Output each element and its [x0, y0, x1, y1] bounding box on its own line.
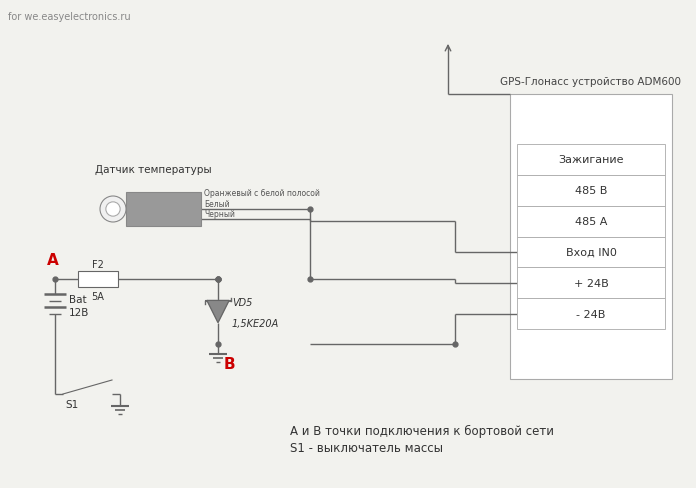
Text: A и B точки подключения к бортовой сети: A и B точки подключения к бортовой сети — [290, 424, 554, 437]
Text: 485 А: 485 А — [575, 217, 607, 226]
Text: 5A: 5A — [92, 291, 104, 302]
Text: F2: F2 — [92, 260, 104, 269]
Text: A: A — [47, 252, 59, 267]
Text: B: B — [224, 356, 236, 371]
Bar — [517, 299, 665, 329]
Text: Белый: Белый — [204, 200, 230, 208]
Text: S1: S1 — [65, 399, 78, 409]
Text: for we.easyelectronics.ru: for we.easyelectronics.ru — [8, 12, 131, 22]
Text: S1 - выключатель массы: S1 - выключатель массы — [290, 441, 443, 454]
Text: - 24В: - 24В — [576, 309, 606, 319]
Polygon shape — [207, 301, 229, 323]
Bar — [517, 268, 665, 299]
Bar — [517, 176, 665, 206]
Bar — [510, 95, 672, 379]
Text: Bat: Bat — [69, 294, 86, 305]
Circle shape — [106, 203, 120, 217]
Text: 485 В: 485 В — [575, 186, 607, 196]
Text: GPS-Глонасс устройство ADM600: GPS-Глонасс устройство ADM600 — [500, 77, 681, 87]
Text: 1,5KE20A: 1,5KE20A — [232, 318, 279, 328]
Bar — [517, 237, 665, 268]
Bar — [126, 193, 201, 226]
Bar — [517, 206, 665, 237]
Text: VD5: VD5 — [232, 298, 253, 308]
Text: Зажигание: Зажигание — [558, 155, 624, 165]
Text: Оранжевый с белой полосой: Оранжевый с белой полосой — [204, 189, 320, 198]
Text: 12В: 12В — [69, 307, 89, 317]
Text: Вход IN0: Вход IN0 — [566, 247, 617, 257]
Bar — [517, 145, 665, 176]
Bar — [78, 271, 118, 287]
Circle shape — [100, 197, 126, 223]
Text: Черный: Черный — [204, 209, 235, 219]
Text: + 24В: + 24В — [574, 278, 608, 288]
Text: Датчик температуры: Датчик температуры — [95, 164, 212, 175]
